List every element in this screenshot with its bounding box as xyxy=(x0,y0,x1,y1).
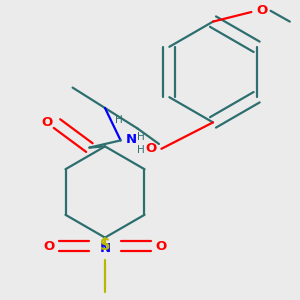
Text: O: O xyxy=(155,239,167,253)
Text: O: O xyxy=(146,142,157,155)
Text: O: O xyxy=(43,239,55,253)
Text: O: O xyxy=(41,116,52,129)
Text: S: S xyxy=(100,238,110,253)
Text: H: H xyxy=(137,145,145,155)
Text: H: H xyxy=(115,115,122,125)
Text: O: O xyxy=(256,4,268,17)
Text: N: N xyxy=(99,242,111,255)
Text: H: H xyxy=(137,132,145,142)
Text: N: N xyxy=(125,133,136,146)
